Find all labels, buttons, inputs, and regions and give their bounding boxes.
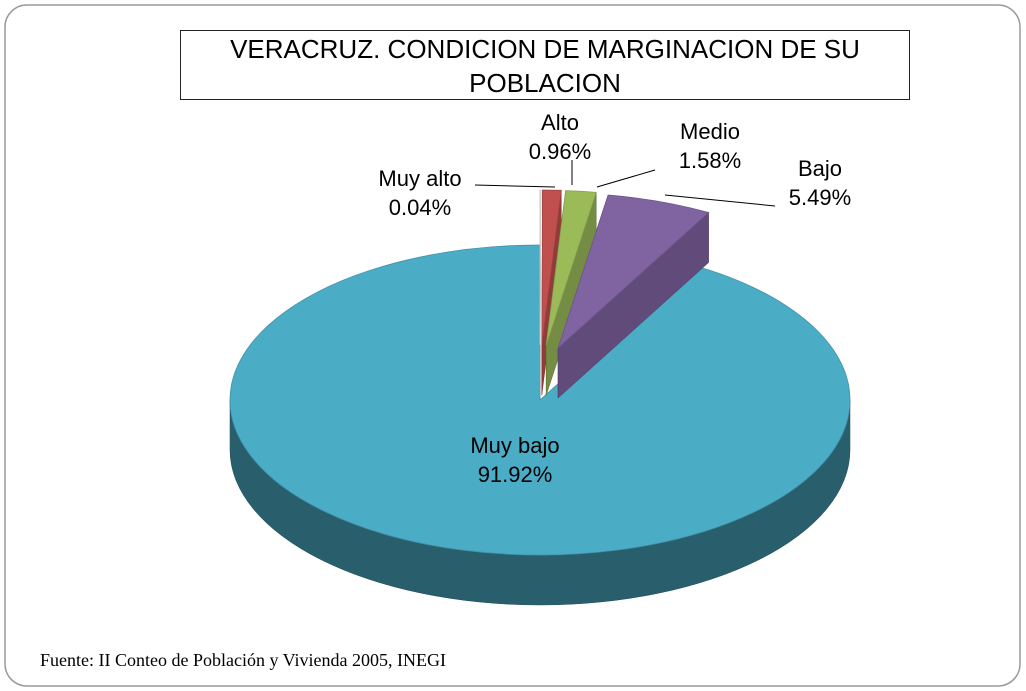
slice [541,189,562,346]
slice [545,190,597,346]
value-label: 5.49% [789,185,851,210]
value-label: 0.04% [389,195,451,220]
chart-title: VERACRUZ. CONDICION DE MARGINACION DE SU… [180,30,910,100]
value-label: 0.96% [529,139,591,164]
slice [539,189,542,346]
labels: Muy alto 0.04% Alto 0.96% Medio 1.58% Bajo 5.49… [378,110,851,487]
slice-label: Muy bajo [470,433,559,458]
slice-label: Alto [541,110,579,135]
slice-label: Muy alto [378,166,461,191]
leader-line [474,184,556,188]
value-label: 1.58% [679,148,741,173]
slice-label: Bajo [798,156,842,181]
slice-label: Medio [680,119,740,144]
leader-line [664,194,776,207]
leader-line [596,169,656,188]
slice [557,194,710,350]
slice [229,244,851,556]
value-label: 91.92% [478,462,553,487]
pie [229,189,851,606]
source-note: Fuente: II Conteo de Población y Viviend… [40,650,447,670]
